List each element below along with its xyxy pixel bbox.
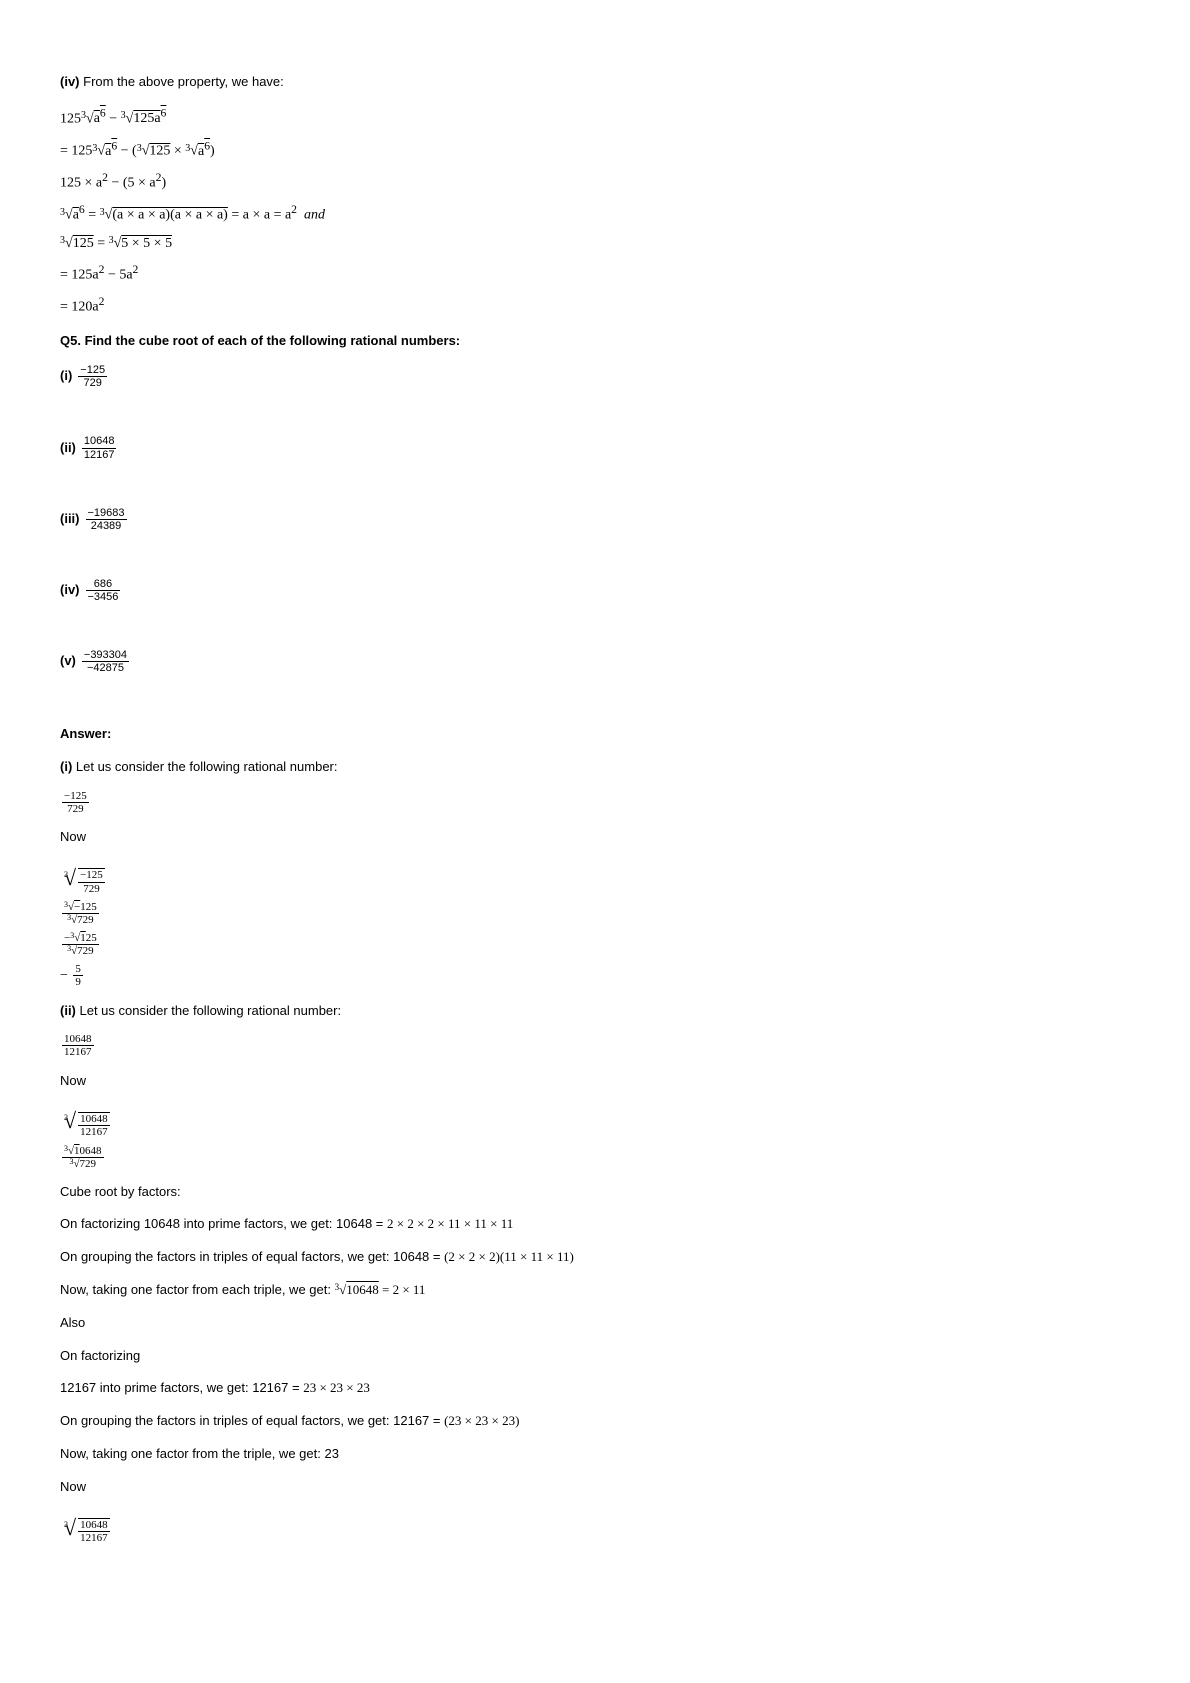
- group-10648: On grouping the factors in triples of eq…: [60, 1247, 1130, 1268]
- take-12167: Now, taking one factor from the triple, …: [60, 1444, 1130, 1465]
- take-10648: Now, taking one factor from each triple,…: [60, 1280, 1130, 1301]
- ans-i-step3: −3√1253√729: [60, 932, 1130, 957]
- fact-10648: On factorizing 10648 into prime factors,…: [60, 1214, 1130, 1235]
- ans-i-frac: −125729: [60, 790, 1130, 815]
- q5-iv: (iv) 686−3456: [60, 578, 1130, 603]
- iv-line1: 1253√a6 − 3√125a6: [60, 105, 1130, 131]
- now-2: Now: [60, 1071, 1130, 1092]
- iv-line5: 3√125 = 3√5 × 5 × 5: [60, 233, 1130, 255]
- group-12167: On grouping the factors in triples of eq…: [60, 1411, 1130, 1432]
- ans-ii-intro: (ii) Let us consider the following ratio…: [60, 1001, 1130, 1022]
- q5-header: Q5. Find the cube root of each of the fo…: [60, 331, 1130, 352]
- iv-line2: = 1253√a6 − (3√125 × 3√a6): [60, 137, 1130, 163]
- q5-iii: (iii) −1968324389: [60, 507, 1130, 532]
- iv-line3: 125 × a2 − (5 × a2): [60, 169, 1130, 195]
- fact-12167: 12167 into prime factors, we get: 12167 …: [60, 1378, 1130, 1399]
- q5-v: (v) −393304−42875: [60, 649, 1130, 674]
- ans-i-intro: (i) Let us consider the following ration…: [60, 757, 1130, 778]
- q5-i: (i) −125729: [60, 364, 1130, 389]
- ans-i-step2: 3√−1253√729: [60, 901, 1130, 926]
- now-1: Now: [60, 827, 1130, 848]
- iv-line4: 3√a6 = 3√(a × a × a)(a × a × a) = a × a …: [60, 201, 1130, 227]
- q5-ii: (ii) 1064812167: [60, 435, 1130, 460]
- on-factorizing: On factorizing: [60, 1346, 1130, 1367]
- answer-label: Answer:: [60, 724, 1130, 745]
- ans-ii-frac: 1064812167: [60, 1033, 1130, 1058]
- ans-i-step1: 3√−125729: [60, 860, 1130, 895]
- ans-i-step4: − 59: [60, 963, 1130, 988]
- now-3: Now: [60, 1477, 1130, 1498]
- ans-ii-step1: 3√1064812167: [60, 1103, 1130, 1138]
- iv-header: (iv) From the above property, we have:: [60, 72, 1130, 93]
- iv-line7: = 120a2: [60, 293, 1130, 319]
- ans-ii-step2: 3√106483√729: [60, 1145, 1130, 1170]
- also: Also: [60, 1313, 1130, 1334]
- ans-ii-final: 3√1064812167: [60, 1510, 1130, 1545]
- cube-root-factors: Cube root by factors:: [60, 1182, 1130, 1203]
- iv-line6: = 125a2 − 5a2: [60, 261, 1130, 287]
